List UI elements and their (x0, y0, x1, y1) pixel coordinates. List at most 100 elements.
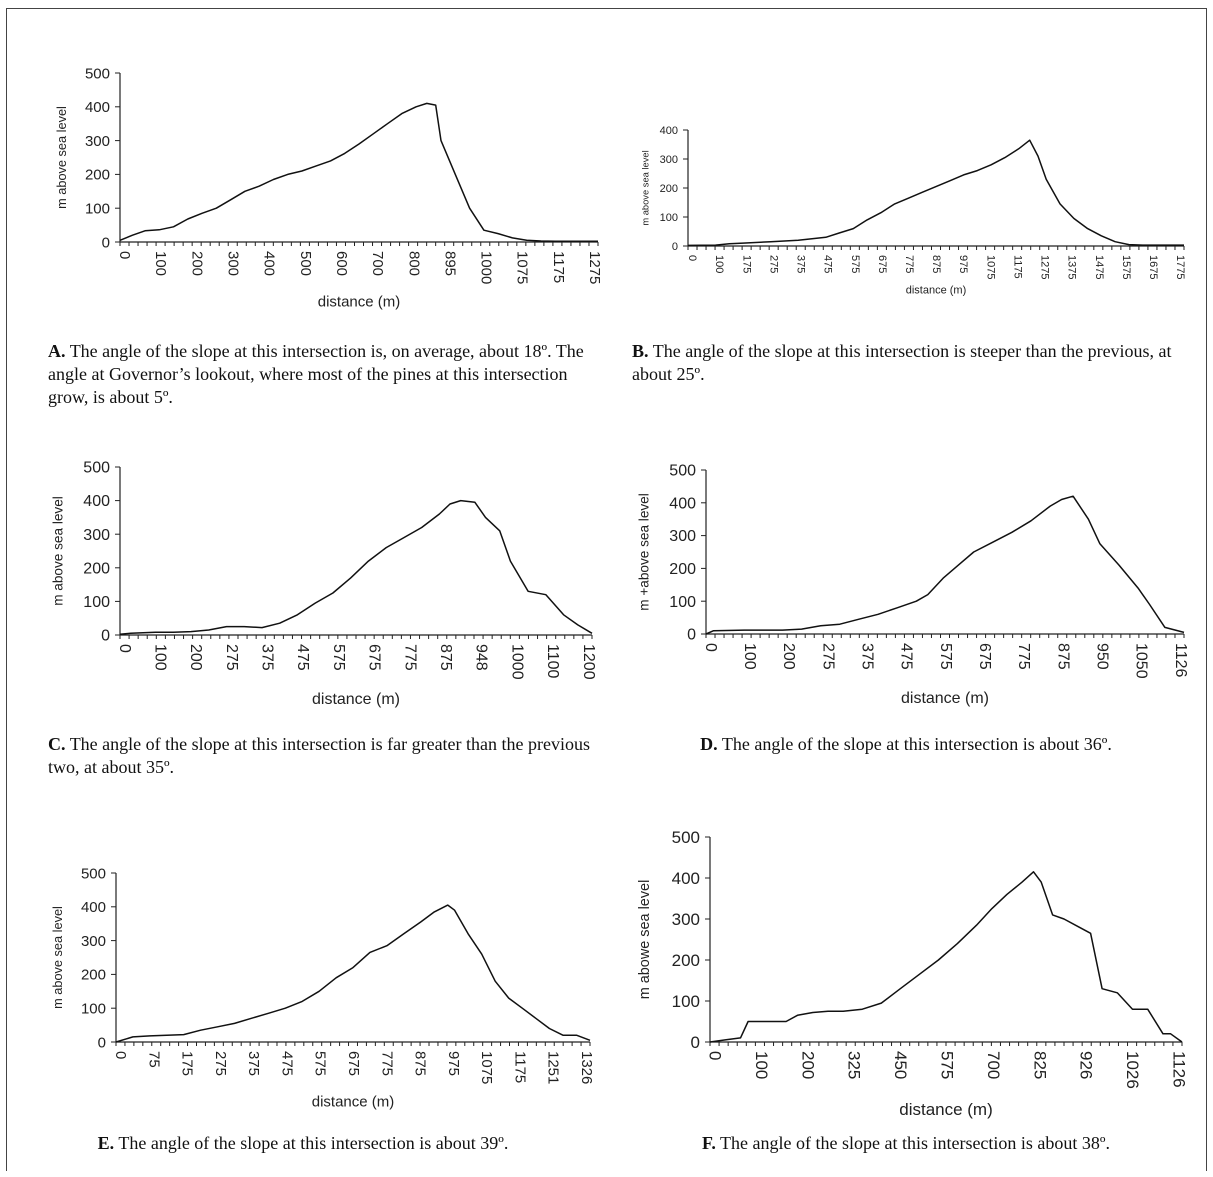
x-tick-label-e: 275 (212, 1051, 229, 1076)
x-tick-label-d: 875 (1054, 643, 1071, 670)
caption-c-letter: C. (48, 734, 66, 754)
x-tick-label-c: 575 (330, 644, 347, 671)
x-tick-label-c: 375 (259, 644, 276, 671)
x-tick-label-c: 875 (437, 644, 454, 671)
x-tick-label-c: 775 (401, 644, 418, 671)
y-axis-title-d: m +above sea level (636, 493, 651, 611)
x-tick-label-c: 1100 (544, 644, 561, 679)
panel-e: 0 100 200 300 400 500 0 75 175 275 375 475 575 675 775… (0, 840, 606, 1170)
x-tick-label-e: 975 (445, 1051, 462, 1076)
y-tick-label-d: 200 (669, 561, 696, 578)
x-tick-label-c: 0 (116, 644, 133, 653)
x-tick-label-b: 1075 (984, 255, 996, 279)
elevation-line-f (709, 871, 1183, 1043)
y-tick-label-b: 100 (660, 212, 678, 224)
x-axis-title-c: distance (m) (312, 691, 400, 708)
x-tick-label-b: 875 (930, 255, 942, 273)
x-tick-label-b: 1675 (1147, 255, 1159, 279)
y-tick-label-d: 0 (687, 627, 696, 644)
x-tick-label-d: 575 (937, 643, 954, 670)
x-tick-label-a: 200 (188, 251, 205, 276)
x-tick-label-b: 100 (713, 255, 725, 273)
chart-b: 0 100 200 300 400 0 100 175 275 375 475 575 675 775 87… (640, 125, 1186, 296)
x-tick-label-a: 700 (369, 251, 386, 276)
panel-b: 0 100 200 300 400 0 100 175 275 375 475 575 675 775 87… (606, 0, 1206, 400)
x-tick-label-a: 800 (405, 251, 422, 276)
x-tick-label-f: 1026 (1123, 1051, 1142, 1089)
x-tick-label-f: 450 (891, 1051, 910, 1079)
caption-b: B. The angle of the slope at this inters… (632, 340, 1192, 386)
x-axis-title-e: distance (m) (312, 1094, 395, 1111)
y-tick-label-d: 500 (669, 463, 696, 480)
x-tick-label-b: 775 (903, 255, 915, 273)
caption-c-text: The angle of the slope at this intersect… (48, 734, 591, 777)
x-tick-label-c: 675 (366, 644, 383, 671)
y-tick-label-b: 0 (672, 241, 678, 253)
chart-f: 0 100 200 300 400 500 0 100 200 325 450 575 700 825 92… (637, 828, 1189, 1119)
panel-d: 0 100 200 300 400 500 0 100 200 275 375 475 575 675 77… (606, 440, 1206, 790)
x-tick-label-a: 100 (152, 251, 169, 276)
y-tick-label-c: 100 (83, 594, 110, 611)
x-tick-label-f: 0 (706, 1051, 725, 1060)
x-tick-label-a: 1175 (550, 251, 567, 283)
x-tick-label-e: 0 (112, 1051, 129, 1059)
x-tick-label-b: 0 (686, 255, 698, 261)
x-tick-label-b: 175 (740, 255, 752, 273)
y-tick-label-f: 400 (672, 869, 700, 888)
x-tick-label-f: 926 (1077, 1051, 1096, 1079)
x-tick-label-d: 275 (819, 643, 836, 670)
x-tick-label-d: 1050 (1133, 643, 1150, 679)
y-tick-label-b: 200 (660, 183, 678, 195)
x-tick-label-a: 1275 (586, 251, 603, 284)
panel-c: 0 100 200 300 400 500 0 100 200 275 375 475 575 675 77… (0, 440, 606, 790)
x-tick-label-e: 875 (412, 1051, 429, 1076)
x-tick-label-d: 0 (702, 643, 719, 652)
x-tick-label-a: 600 (333, 251, 350, 276)
x-tick-label-b: 375 (795, 255, 807, 273)
figure-frame (6, 8, 1207, 1171)
caption-c: C. The angle of the slope at this inters… (48, 733, 596, 779)
y-tick-label-c: 300 (83, 527, 110, 544)
elevation-line-b (687, 139, 1184, 247)
y-tick-label-c: 200 (83, 560, 110, 577)
x-tick-label-f: 325 (845, 1051, 864, 1079)
y-tick-label-f: 300 (672, 910, 700, 929)
x-tick-label-d: 1126 (1172, 643, 1189, 678)
y-tick-label-e: 400 (81, 899, 106, 916)
x-axis-title-f: distance (m) (899, 1100, 993, 1119)
x-tick-label-b: 1275 (1039, 255, 1051, 279)
caption-d-letter: D. (700, 734, 718, 754)
y-tick-label-d: 100 (669, 594, 696, 611)
chart-c: 0 100 200 300 400 500 0 100 200 275 375 475 575 675 77… (50, 460, 596, 708)
x-tick-label-e: 175 (179, 1051, 196, 1076)
caption-a: A. The angle of the slope at this inters… (48, 340, 596, 409)
y-tick-label-e: 200 (81, 967, 106, 984)
x-tick-label-e: 1251 (545, 1051, 562, 1084)
panel-f: 0 100 200 300 400 500 0 100 200 325 450 575 700 825 92… (606, 820, 1206, 1170)
caption-f-letter: F. (701, 1133, 716, 1153)
elevation-line-a (119, 102, 598, 243)
y-tick-label-e: 300 (81, 933, 106, 950)
x-tick-label-e: 1075 (478, 1051, 495, 1084)
caption-d-text: The angle of the slope at this intersect… (721, 734, 1112, 754)
y-tick-label-a: 500 (85, 65, 110, 82)
y-tick-label-f: 0 (691, 1033, 700, 1052)
y-tick-label-b: 300 (660, 154, 678, 166)
x-tick-label-a: 500 (297, 251, 314, 276)
y-tick-label-e: 100 (81, 1000, 106, 1017)
caption-d: D. The angle of the slope at this inters… (606, 733, 1206, 756)
caption-e-text: The angle of the slope at this intersect… (118, 1133, 509, 1153)
elevation-line-c (119, 499, 593, 636)
x-tick-label-d: 375 (858, 643, 875, 670)
y-axis-title-f: m abowe sea level (637, 880, 653, 1000)
x-tick-label-b: 575 (849, 255, 861, 273)
y-tick-label-e: 500 (81, 865, 106, 882)
x-tick-label-b: 1175 (1011, 255, 1023, 279)
y-axis-title-c: m above sea level (50, 496, 65, 606)
y-tick-label-c: 0 (101, 628, 110, 645)
y-tick-label-c: 500 (83, 460, 110, 477)
caption-a-letter: A. (48, 341, 66, 361)
y-tick-label-a: 400 (85, 99, 110, 116)
y-tick-label-a: 200 (85, 167, 110, 184)
y-tick-label-d: 300 (669, 528, 696, 545)
